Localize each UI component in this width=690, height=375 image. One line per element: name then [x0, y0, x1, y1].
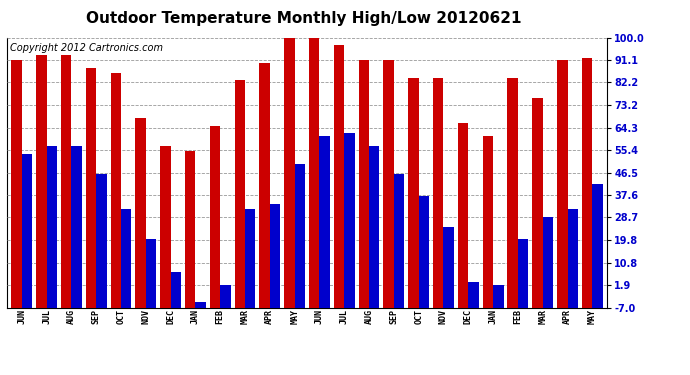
Text: Outdoor Temperature Monthly High/Low 20120621: Outdoor Temperature Monthly High/Low 201…	[86, 11, 522, 26]
Bar	[319, 136, 330, 308]
Bar	[220, 285, 230, 308]
Bar	[567, 209, 578, 308]
Bar	[195, 303, 206, 307]
Bar	[11, 60, 22, 308]
Bar	[384, 60, 394, 308]
Bar	[493, 285, 504, 308]
Bar	[210, 126, 220, 308]
Bar	[259, 63, 270, 308]
Bar	[309, 33, 319, 308]
Bar	[518, 239, 529, 308]
Bar	[394, 174, 404, 308]
Bar	[121, 209, 131, 308]
Bar	[334, 45, 344, 308]
Bar	[532, 98, 543, 308]
Bar	[444, 227, 454, 308]
Bar	[408, 78, 419, 308]
Bar	[284, 38, 295, 308]
Bar	[170, 272, 181, 308]
Bar	[71, 146, 82, 308]
Bar	[47, 146, 57, 308]
Bar	[458, 123, 469, 308]
Bar	[295, 164, 305, 308]
Bar	[270, 204, 280, 308]
Bar	[359, 60, 369, 308]
Bar	[507, 78, 518, 308]
Bar	[592, 184, 603, 308]
Bar	[582, 58, 592, 308]
Bar	[469, 282, 479, 308]
Bar	[557, 60, 567, 308]
Text: Copyright 2012 Cartronics.com: Copyright 2012 Cartronics.com	[10, 43, 163, 53]
Bar	[160, 146, 170, 308]
Bar	[185, 151, 195, 308]
Bar	[96, 174, 107, 308]
Bar	[61, 55, 71, 308]
Bar	[543, 217, 553, 308]
Bar	[86, 68, 96, 308]
Bar	[110, 73, 121, 308]
Bar	[419, 196, 429, 308]
Bar	[135, 118, 146, 308]
Bar	[433, 78, 444, 308]
Bar	[22, 154, 32, 308]
Bar	[483, 136, 493, 308]
Bar	[146, 239, 156, 308]
Bar	[369, 146, 380, 308]
Bar	[36, 55, 47, 308]
Bar	[235, 80, 245, 308]
Bar	[245, 209, 255, 308]
Bar	[344, 134, 355, 308]
